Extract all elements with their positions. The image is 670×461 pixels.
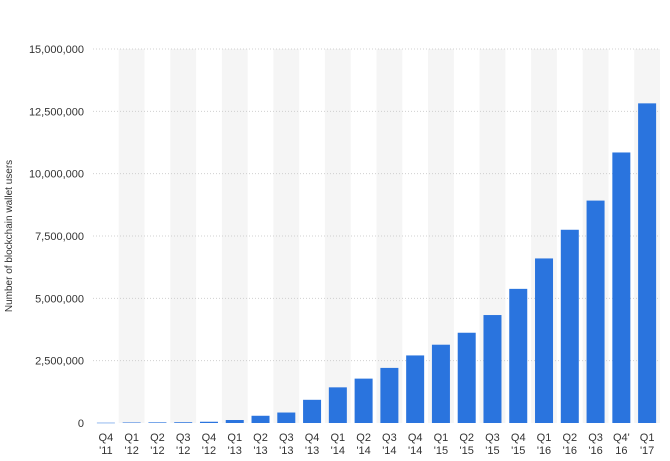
- x-tick-label: Q1'15: [434, 432, 449, 457]
- x-tick-label: Q3'16: [588, 432, 603, 457]
- y-tick-label: 12,500,000: [29, 106, 84, 118]
- x-tick-label: Q4'12: [202, 432, 217, 457]
- y-tick-label: 0: [78, 418, 84, 430]
- alternating-bands: [118, 49, 660, 423]
- x-tick-label: Q2'16: [562, 432, 577, 457]
- bar: [406, 355, 425, 423]
- bar: [535, 258, 554, 423]
- x-tick-label: Q3'14: [382, 432, 397, 457]
- x-tick-label: Q1'16: [537, 432, 552, 457]
- y-tick-label: 5,000,000: [35, 293, 84, 305]
- background-band: [118, 49, 145, 423]
- x-tick-label: Q1'14: [330, 432, 345, 457]
- x-tick-label: Q3'12: [176, 432, 191, 457]
- bar: [586, 200, 605, 423]
- x-axis-ticks: Q4'11 Q1'12 Q2'12 Q3'12 Q4'12 Q1'13 Q2'13 Q3'13…: [99, 432, 655, 457]
- x-tick-label: Q1'12: [124, 432, 139, 457]
- y-axis-ticks: 0 2,500,000 5,000,000 7,500,000 10,000,000 12…: [29, 44, 84, 430]
- x-tick-label: Q3'15: [485, 432, 500, 457]
- bar: [638, 103, 657, 423]
- x-tick-label: Q3'13: [279, 432, 294, 457]
- bar: [483, 315, 502, 423]
- bar: [122, 422, 141, 424]
- x-tick-label: Q4'14: [408, 432, 423, 457]
- bar: [148, 422, 167, 423]
- y-axis-title: Number of blockchain wallet users: [4, 160, 15, 312]
- bars: [96, 103, 657, 424]
- x-tick-label: Q4'13: [305, 432, 320, 457]
- bar: [560, 229, 579, 423]
- bar: [303, 399, 322, 423]
- background-band: [324, 49, 351, 423]
- bar: [612, 152, 631, 423]
- x-tick-label: Q4'15: [511, 432, 526, 457]
- bar: [199, 421, 218, 423]
- y-tick-label: 2,500,000: [35, 356, 84, 368]
- bar: [251, 415, 270, 423]
- bar: [354, 378, 373, 423]
- bar: [431, 344, 450, 423]
- x-tick-label: Q2'14: [356, 432, 371, 457]
- y-tick-label: 15,000,000: [29, 44, 84, 56]
- x-tick-label: Q2'13: [253, 432, 268, 457]
- bar: [457, 332, 476, 423]
- x-tick-label: Q4' 16: [613, 432, 630, 457]
- background-band: [273, 49, 300, 423]
- bar: [96, 422, 115, 424]
- x-tick-label: Q1'17: [640, 432, 655, 457]
- bar: [277, 412, 296, 423]
- bar: [380, 367, 399, 423]
- bar: [328, 387, 347, 423]
- bar: [225, 420, 244, 423]
- y-tick-label: 7,500,000: [35, 231, 84, 243]
- y-tick-label: 10,000,000: [29, 169, 84, 181]
- x-tick-label: Q4'11: [99, 432, 114, 457]
- bar: [509, 288, 528, 423]
- background-band: [376, 49, 403, 423]
- x-tick-label: Q2'15: [459, 432, 474, 457]
- bar: [174, 422, 193, 423]
- x-tick-label: Q1'13: [227, 432, 242, 457]
- x-tick-label: Q2'12: [150, 432, 165, 457]
